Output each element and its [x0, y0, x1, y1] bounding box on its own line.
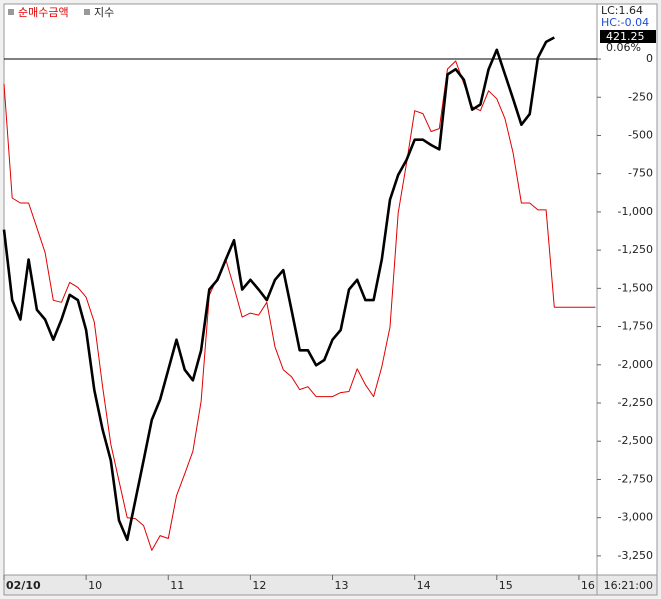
legend-label: 지수	[94, 6, 114, 19]
info-hc: HC:-0.04	[601, 16, 649, 29]
y-tick-label: -1,000	[618, 205, 653, 218]
legend-label: 순매수금액	[18, 6, 69, 19]
x-tick-label: 13	[335, 579, 349, 592]
y-tick-label: -2,750	[618, 472, 653, 485]
y-tick-label: -3,000	[618, 511, 653, 524]
x-tick-label: 15	[499, 579, 513, 592]
time-label: 16:21:00	[604, 579, 653, 592]
y-tick-label: -2,250	[618, 396, 653, 409]
y-tick-label: -2,000	[618, 358, 653, 371]
y-tick-label: -3,250	[618, 549, 653, 562]
x-tick-label: 12	[252, 579, 266, 592]
y-tick-label: -1,750	[618, 320, 653, 333]
time-area	[596, 574, 658, 596]
x-tick-label: 02/10	[6, 579, 41, 592]
y-tick-label: -500	[628, 128, 653, 141]
plot-area	[3, 3, 598, 576]
y-tick-label: -1,250	[618, 243, 653, 256]
last-value-box	[600, 30, 656, 43]
series-line	[3, 60, 596, 551]
y-tick-label: 0	[646, 52, 653, 65]
y-tick-label: -250	[628, 90, 653, 103]
y-axis-area	[596, 3, 658, 576]
legend-marker	[84, 9, 90, 15]
series-line	[2, 36, 555, 542]
y-tick-label: -1,500	[618, 281, 653, 294]
y-tick-label: -750	[628, 167, 653, 180]
x-tick-label: 11	[170, 579, 184, 592]
x-tick-label: 10	[88, 579, 102, 592]
x-tick-label: 14	[417, 579, 431, 592]
x-tick-label: 16	[581, 579, 595, 592]
y-tick-label: -2,500	[618, 434, 653, 447]
change-label: 0.06%	[606, 41, 641, 54]
info-lc: LC:1.64	[601, 4, 643, 17]
legend-marker	[8, 9, 14, 15]
last-value: 421.25	[606, 30, 645, 43]
